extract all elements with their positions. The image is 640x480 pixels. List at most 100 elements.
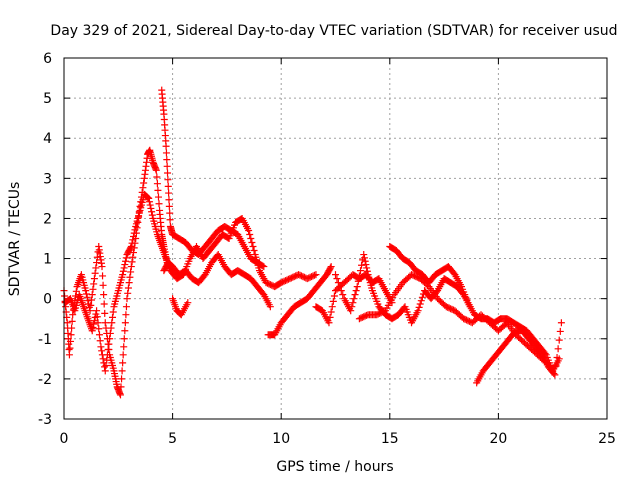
data-point	[124, 284, 132, 292]
y-tick-labels: -3 -2 -1 0 1 2 3 4 5 6	[38, 51, 52, 428]
data-point	[145, 194, 153, 202]
data-point	[145, 198, 153, 206]
data-point	[92, 264, 100, 272]
axis-ticks	[63, 57, 608, 420]
data-point	[166, 209, 174, 217]
x-tick-label: 15	[381, 431, 399, 447]
data-point	[148, 211, 156, 219]
data-point	[129, 253, 137, 261]
data-point	[106, 335, 114, 343]
data-point	[109, 313, 117, 321]
data-point	[93, 307, 101, 315]
data-point	[164, 182, 172, 190]
series-trace-a	[60, 146, 171, 399]
series-trace-c	[158, 86, 268, 271]
data-point	[125, 279, 133, 287]
data-point	[89, 323, 97, 331]
data-point	[152, 166, 160, 174]
data-point	[128, 258, 136, 266]
data-point	[119, 271, 127, 279]
data-point	[553, 353, 561, 361]
data-point	[363, 264, 371, 272]
data-point	[162, 142, 170, 150]
data-point	[153, 180, 161, 188]
data-point	[246, 230, 254, 238]
data-point	[362, 261, 370, 269]
grid-lines	[64, 58, 607, 419]
series-trace-j	[386, 243, 563, 375]
data-point	[144, 194, 152, 202]
data-point	[349, 299, 357, 307]
data-point	[90, 320, 98, 328]
data-point	[355, 272, 363, 280]
data-point	[83, 293, 91, 301]
plot-frame	[63, 57, 608, 420]
data-point	[124, 289, 132, 297]
data-point	[130, 232, 138, 240]
y-tick-label: 2	[43, 211, 52, 227]
data-point	[104, 345, 112, 353]
data-point	[123, 295, 131, 303]
data-point	[95, 331, 103, 339]
data-point	[120, 264, 128, 272]
series-trace-e	[169, 295, 192, 319]
data-point	[90, 275, 98, 283]
y-tick-label: -1	[38, 332, 52, 348]
data-point	[130, 229, 138, 237]
data-point	[339, 291, 347, 299]
y-tick-label: 4	[43, 131, 52, 147]
data-point	[100, 300, 108, 308]
data-point	[119, 359, 127, 367]
data-point	[82, 287, 90, 295]
data-point	[333, 275, 341, 283]
data-point	[108, 319, 116, 327]
x-tick-label: 0	[60, 431, 69, 447]
data-point	[312, 271, 320, 279]
data-point	[67, 337, 75, 345]
data-point	[102, 362, 110, 370]
data-point	[100, 291, 108, 299]
data-point	[101, 367, 109, 375]
data-point	[127, 244, 135, 252]
data-point	[353, 283, 361, 291]
data-point	[414, 307, 422, 315]
y-tick-label: 1	[43, 252, 52, 268]
series-trace-f	[264, 263, 335, 339]
data-point	[163, 156, 171, 164]
data-point	[415, 303, 423, 311]
data-point	[127, 268, 135, 276]
data-point	[311, 271, 319, 279]
data-point	[121, 319, 129, 327]
data-point	[93, 313, 101, 321]
data-point	[122, 303, 130, 311]
data-point	[122, 311, 130, 319]
data-point	[118, 375, 126, 383]
data-point	[101, 309, 109, 317]
data-point	[328, 303, 336, 311]
data-point	[162, 149, 170, 157]
data-point	[164, 176, 172, 184]
data-point	[84, 297, 92, 305]
data-point	[68, 324, 76, 332]
data-point	[552, 362, 560, 370]
data-point	[90, 317, 98, 325]
chart-title: Day 329 of 2021, Sidereal Day-to-day VTE…	[50, 23, 617, 39]
data-point	[118, 367, 126, 375]
data-point	[99, 272, 107, 280]
data-point	[354, 277, 362, 285]
data-point	[98, 263, 106, 271]
data-point	[65, 351, 73, 359]
data-point	[325, 319, 333, 327]
data-point	[334, 279, 342, 287]
data-point	[330, 292, 338, 300]
data-point	[68, 317, 76, 325]
data-point	[249, 243, 257, 251]
data-point	[130, 249, 138, 257]
data-point	[69, 311, 77, 319]
data-point	[351, 291, 359, 299]
data-points	[60, 86, 565, 399]
y-tick-label: 0	[43, 292, 52, 308]
data-point	[416, 300, 424, 308]
data-point	[363, 267, 371, 275]
data-point	[89, 285, 97, 293]
